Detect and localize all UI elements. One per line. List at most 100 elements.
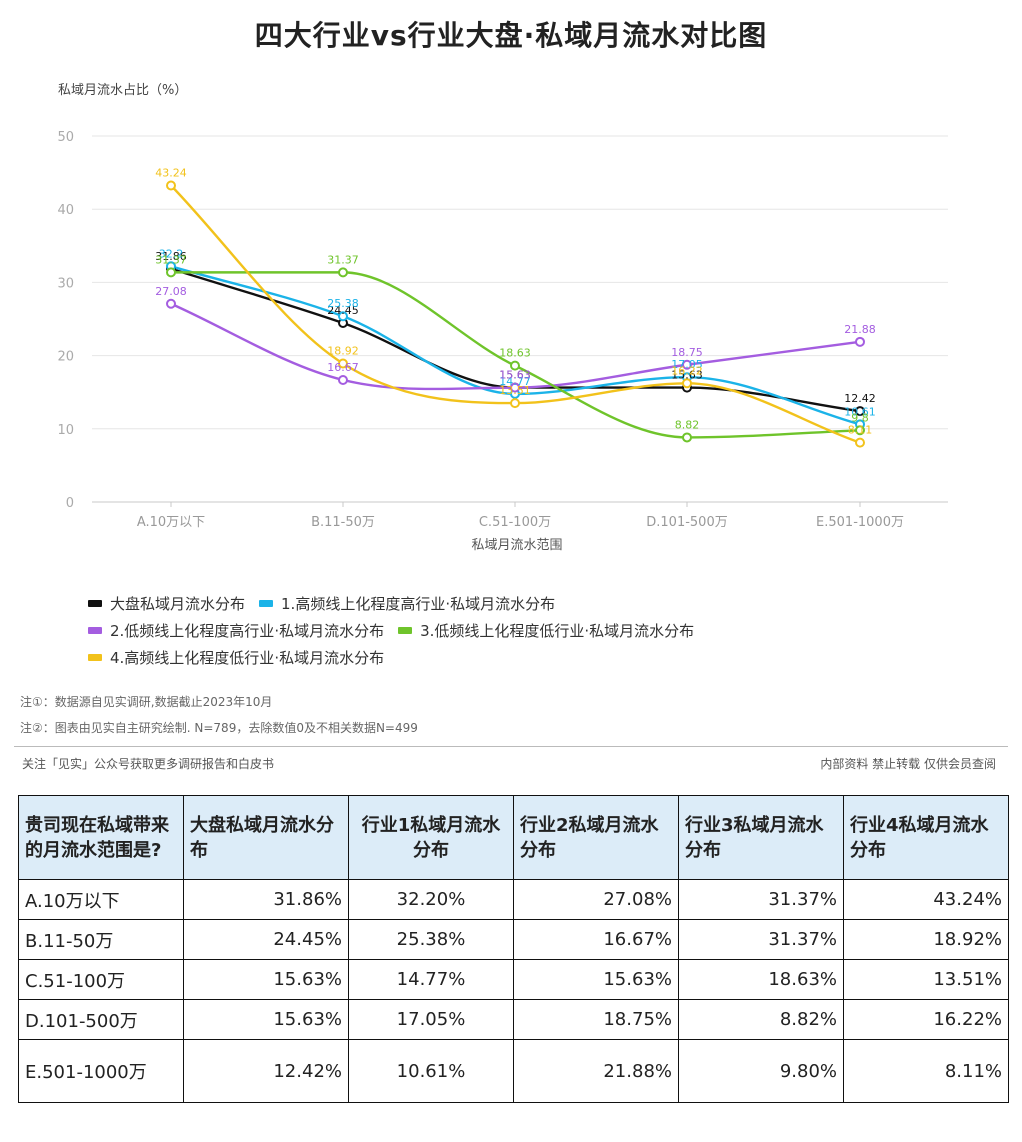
table-cell: 24.45% <box>183 919 349 960</box>
data-label: 15.63 <box>499 369 531 382</box>
data-label: 43.24 <box>155 166 187 179</box>
divider <box>14 746 1008 747</box>
table-cell: 15.63% <box>183 999 349 1040</box>
data-label: 17.05 <box>671 358 703 371</box>
legend-label: 3.低频线上化程度低行业·私域月流水分布 <box>420 622 695 640</box>
legend-swatch <box>88 600 102 607</box>
note-2: 注②：图表由见实自主研究绘制. N=789，去除数值0及不相关数据N=499 <box>20 721 418 735</box>
table-cell: 10.61% <box>348 1039 514 1103</box>
data-label: 31.37 <box>155 253 187 266</box>
data-point <box>682 378 692 389</box>
table-header: 行业2私域月流水分布 <box>513 795 679 880</box>
table-cell: 18.92% <box>843 919 1009 960</box>
legend-label: 2.低频线上化程度高行业·私域月流水分布 <box>110 622 385 640</box>
data-point <box>338 311 348 322</box>
data-point <box>166 267 176 278</box>
data-table: 贵司现在私域带来的月流水范围是? 大盘私域月流水分布 行业1私域月流水分布 行业… <box>18 795 1009 1103</box>
legend-label: 大盘私域月流水分布 <box>110 595 246 613</box>
table-header: 行业3私域月流水分布 <box>678 795 844 880</box>
table-cell: 8.11% <box>843 1039 1009 1103</box>
x-axis-label: 私域月流水范围 <box>471 538 562 553</box>
table-cell: 32.20% <box>348 879 514 920</box>
x-tick-label: B.11-50万 <box>311 515 375 530</box>
y-tick-label: 0 <box>66 496 74 511</box>
y-tick-label: 50 <box>57 130 74 145</box>
data-point <box>166 180 176 191</box>
table-cell: 27.08% <box>513 879 679 920</box>
line-chart: 私域月流水占比（%） 0 10 20 30 40 50 A.10万以下 B.11-50万 C.51… <box>57 83 948 553</box>
x-tick-label: E.501-1000万 <box>816 515 904 530</box>
data-label: 9.8 <box>851 411 869 424</box>
data-label: 31.86 <box>155 250 187 263</box>
data-label: 18.75 <box>671 346 703 359</box>
data-label: 15.63 <box>671 369 703 382</box>
data-point <box>682 359 692 370</box>
table-header: 行业4私域月流水分布 <box>843 795 1009 880</box>
table-row: E.501-1000万 12.42% 10.61% 21.88% 9.80% 8… <box>18 1039 1009 1103</box>
data-label: 8.11 <box>848 424 873 437</box>
data-label: 16.67 <box>327 361 359 374</box>
table-header: 贵司现在私域带来的月流水范围是? <box>18 795 184 880</box>
data-label: 12.42 <box>844 392 876 405</box>
table-cell: 12.42% <box>183 1039 349 1103</box>
table-cell: C.51-100万 <box>18 959 184 1000</box>
data-label: 13.51 <box>499 384 531 397</box>
y-tick-label: 30 <box>57 276 74 291</box>
table-cell: 43.24% <box>843 879 1009 920</box>
y-tick-label: 40 <box>57 203 74 218</box>
table-cell: 21.88% <box>513 1039 679 1103</box>
table-cell: 17.05% <box>348 999 514 1040</box>
table-cell: B.11-50万 <box>18 919 184 960</box>
y-tick-label: 20 <box>57 350 74 365</box>
legend-item-market: 大盘私域月流水分布 <box>88 593 245 614</box>
data-label: 32.2 <box>159 247 184 260</box>
table-row: A.10万以下 31.86% 32.20% 27.08% 31.37% 43.2… <box>18 879 1009 920</box>
data-label: 14.77 <box>499 375 531 388</box>
table-header-row: 贵司现在私域带来的月流水范围是? 大盘私域月流水分布 行业1私域月流水分布 行业… <box>18 795 1009 880</box>
data-label: 18.63 <box>499 347 531 360</box>
table-header: 行业1私域月流水分布 <box>348 795 514 880</box>
data-label: 8.82 <box>675 418 700 431</box>
x-tick-label: D.101-500万 <box>646 515 727 530</box>
data-point <box>166 298 176 309</box>
data-point <box>855 406 865 417</box>
data-point <box>855 425 865 436</box>
data-point <box>510 398 520 409</box>
data-point <box>338 358 348 369</box>
data-point <box>510 382 520 393</box>
table-cell: 16.22% <box>843 999 1009 1040</box>
data-label: 25.38 <box>327 297 359 310</box>
legend-swatch <box>259 600 274 607</box>
legend-swatch <box>398 627 413 634</box>
legend-label: 1.高频线上化程度高行业·私域月流水分布 <box>281 595 556 613</box>
table-cell: 31.86% <box>183 879 349 920</box>
data-label: 16.22 <box>671 364 703 377</box>
y-tick-label: 10 <box>57 423 74 438</box>
table-cell: 13.51% <box>843 959 1009 1000</box>
table-cell: 18.75% <box>513 999 679 1040</box>
legend-item-industry-4: 4.高频线上化程度低行业·私域月流水分布 <box>88 647 384 668</box>
table-header: 大盘私域月流水分布 <box>183 795 349 880</box>
data-point <box>855 437 865 448</box>
table-cell: A.10万以下 <box>18 879 184 920</box>
chart-title: 四大行业vs行业大盘·私域月流水对比图 <box>254 19 768 52</box>
table-cell: 31.37% <box>678 919 844 960</box>
footer-left: 关注「见实」公众号获取更多调研报告和白皮书 <box>22 757 275 771</box>
data-point <box>338 374 348 385</box>
data-label: 27.08 <box>155 285 187 298</box>
data-label: 18.92 <box>327 345 359 358</box>
legend-item-industry-2: 2.低频线上化程度高行业·私域月流水分布 <box>88 620 384 641</box>
note-1: 注①：数据源自见实调研,数据截止2023年10月 <box>20 695 273 709</box>
data-label: 24.45 <box>327 304 359 317</box>
table-cell: 8.82% <box>678 999 844 1040</box>
footer-right: 内部资料 禁止转载 仅供会员查阅 <box>820 757 996 771</box>
data-label: 10.61 <box>844 405 876 418</box>
data-point <box>338 267 348 278</box>
data-point <box>855 336 865 347</box>
table-row: B.11-50万 24.45% 25.38% 16.67% 31.37% 18.… <box>18 919 1009 960</box>
table-cell: 15.63% <box>513 959 679 1000</box>
table-cell: 14.77% <box>348 959 514 1000</box>
data-point <box>510 360 520 371</box>
table-cell: 16.67% <box>513 919 679 960</box>
data-label: 15.63 <box>499 369 531 382</box>
